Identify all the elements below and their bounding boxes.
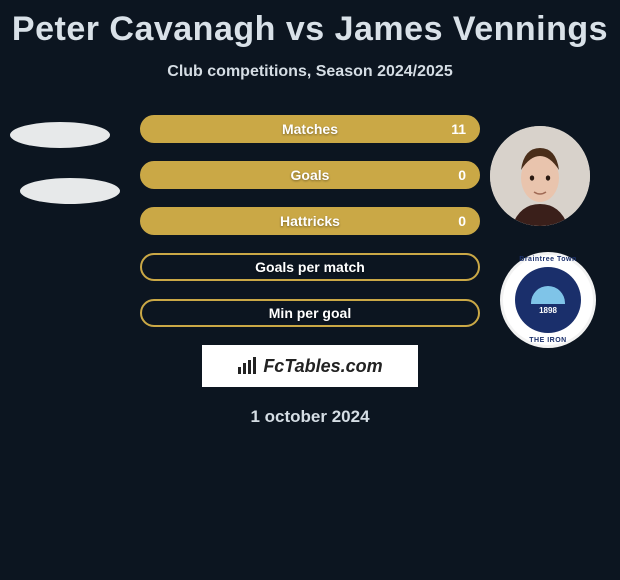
stat-label: Hattricks [280, 213, 340, 229]
crest-year: 1898 [539, 306, 557, 315]
stat-bar-goals: Goals 0 [140, 161, 480, 189]
stat-label: Goals [291, 167, 330, 183]
logo-text: FcTables.com [263, 356, 382, 377]
crest-top-text: Braintree Town [500, 256, 596, 263]
left-placeholder-ellipse-2 [20, 178, 120, 204]
bar-chart-icon [237, 357, 259, 375]
stat-value: 11 [451, 121, 466, 137]
stat-label: Goals per match [255, 259, 365, 275]
stat-label: Matches [282, 121, 338, 137]
stat-bar-matches: Matches 11 [140, 115, 480, 143]
left-placeholder-ellipse-1 [10, 122, 110, 148]
stat-value: 0 [458, 213, 466, 229]
player-avatar [490, 126, 590, 226]
avatar-illustration [490, 126, 590, 226]
stat-bar-goals-per-match: Goals per match [140, 253, 480, 281]
stat-value: 0 [458, 167, 466, 183]
fctables-logo-box: FcTables.com [202, 345, 418, 387]
crest-inner: 1898 [515, 267, 581, 333]
stat-label: Min per goal [269, 305, 351, 321]
subtitle: Club competitions, Season 2024/2025 [0, 63, 620, 81]
date-text: 1 october 2024 [0, 407, 620, 427]
crest-bottom-text: THE IRON [500, 337, 596, 344]
stat-bar-hattricks: Hattricks 0 [140, 207, 480, 235]
club-crest: Braintree Town 1898 THE IRON [500, 252, 596, 348]
crest-sky-icon [531, 286, 565, 304]
page-title: Peter Cavanagh vs James Vennings [0, 0, 620, 49]
stat-bar-min-per-goal: Min per goal [140, 299, 480, 327]
